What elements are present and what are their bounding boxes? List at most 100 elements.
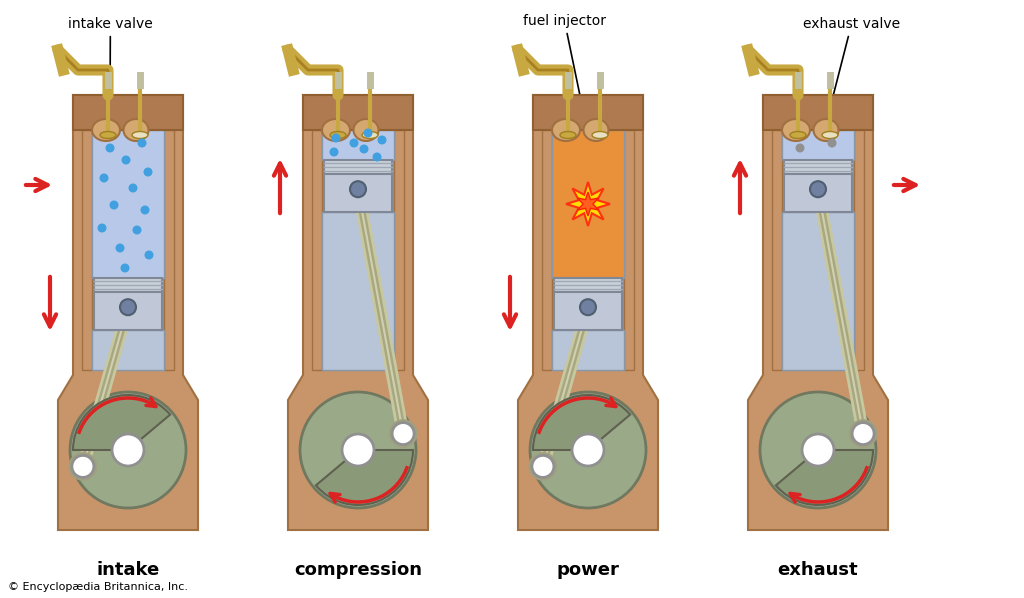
- Bar: [552, 130, 624, 278]
- Bar: [552, 330, 624, 370]
- Circle shape: [796, 144, 805, 152]
- Circle shape: [122, 155, 130, 164]
- Bar: [782, 212, 854, 370]
- Circle shape: [121, 264, 129, 273]
- Text: intake valve: intake valve: [68, 17, 153, 105]
- Ellipse shape: [362, 132, 378, 139]
- Bar: [554, 278, 622, 292]
- Polygon shape: [518, 95, 658, 530]
- Bar: [763, 95, 873, 130]
- Circle shape: [392, 423, 414, 444]
- Circle shape: [572, 434, 604, 466]
- Circle shape: [128, 184, 137, 193]
- Ellipse shape: [552, 119, 580, 141]
- Ellipse shape: [100, 132, 116, 139]
- Circle shape: [105, 144, 115, 152]
- Circle shape: [760, 392, 876, 508]
- Bar: [624, 130, 634, 370]
- Circle shape: [70, 392, 186, 508]
- Circle shape: [350, 181, 366, 197]
- Text: compression: compression: [294, 561, 422, 579]
- Polygon shape: [288, 95, 428, 530]
- Bar: [164, 130, 174, 370]
- Bar: [772, 130, 782, 370]
- Bar: [782, 130, 854, 370]
- Bar: [854, 130, 864, 370]
- Wedge shape: [73, 395, 170, 450]
- Bar: [552, 130, 624, 370]
- Text: © Encyclopædia Britannica, Inc.: © Encyclopædia Britannica, Inc.: [8, 582, 188, 592]
- Circle shape: [116, 243, 125, 252]
- Ellipse shape: [124, 119, 148, 141]
- Circle shape: [110, 200, 119, 209]
- Ellipse shape: [790, 132, 806, 139]
- Circle shape: [112, 434, 144, 466]
- Bar: [92, 330, 164, 370]
- Circle shape: [580, 299, 596, 315]
- Ellipse shape: [592, 132, 608, 139]
- Polygon shape: [748, 95, 888, 530]
- Bar: [322, 130, 394, 160]
- Circle shape: [827, 139, 837, 148]
- Text: exhaust: exhaust: [777, 561, 858, 579]
- Text: intake: intake: [96, 561, 160, 579]
- Circle shape: [132, 225, 141, 234]
- Text: power: power: [557, 561, 620, 579]
- Text: exhaust valve: exhaust valve: [803, 17, 900, 105]
- Bar: [394, 130, 404, 370]
- Wedge shape: [776, 450, 873, 505]
- Circle shape: [140, 206, 150, 215]
- Text: fuel injector: fuel injector: [523, 14, 606, 107]
- Ellipse shape: [132, 132, 148, 139]
- Circle shape: [137, 139, 146, 148]
- Bar: [73, 95, 183, 130]
- Circle shape: [359, 145, 369, 154]
- Ellipse shape: [813, 119, 839, 141]
- Ellipse shape: [560, 132, 575, 139]
- Bar: [92, 130, 164, 278]
- Circle shape: [529, 453, 556, 480]
- Circle shape: [373, 152, 382, 161]
- Circle shape: [97, 224, 106, 233]
- Circle shape: [70, 453, 96, 480]
- Wedge shape: [534, 395, 630, 450]
- Wedge shape: [315, 450, 413, 505]
- Circle shape: [120, 299, 136, 315]
- Circle shape: [378, 136, 386, 145]
- Ellipse shape: [584, 119, 608, 141]
- Bar: [82, 130, 92, 370]
- Circle shape: [342, 434, 374, 466]
- Circle shape: [349, 139, 358, 148]
- Circle shape: [852, 423, 874, 444]
- Bar: [534, 95, 643, 130]
- Bar: [322, 212, 394, 370]
- Circle shape: [850, 420, 877, 447]
- Bar: [312, 130, 322, 370]
- Circle shape: [810, 181, 826, 197]
- Bar: [303, 95, 413, 130]
- Circle shape: [330, 148, 339, 157]
- Bar: [554, 292, 622, 330]
- Circle shape: [143, 167, 153, 176]
- Ellipse shape: [330, 132, 346, 139]
- Bar: [782, 130, 854, 160]
- Circle shape: [72, 456, 94, 477]
- Bar: [94, 292, 162, 330]
- Bar: [324, 174, 392, 212]
- Polygon shape: [58, 95, 198, 530]
- Bar: [94, 278, 162, 292]
- Bar: [784, 174, 852, 212]
- Circle shape: [300, 392, 416, 508]
- Ellipse shape: [353, 119, 379, 141]
- Ellipse shape: [782, 119, 810, 141]
- Bar: [784, 160, 852, 174]
- Polygon shape: [566, 182, 610, 226]
- Bar: [322, 130, 394, 370]
- Circle shape: [332, 133, 341, 142]
- Bar: [542, 130, 552, 370]
- Ellipse shape: [92, 119, 120, 141]
- Bar: [92, 130, 164, 370]
- Circle shape: [144, 251, 154, 260]
- Polygon shape: [578, 192, 598, 216]
- Circle shape: [530, 392, 646, 508]
